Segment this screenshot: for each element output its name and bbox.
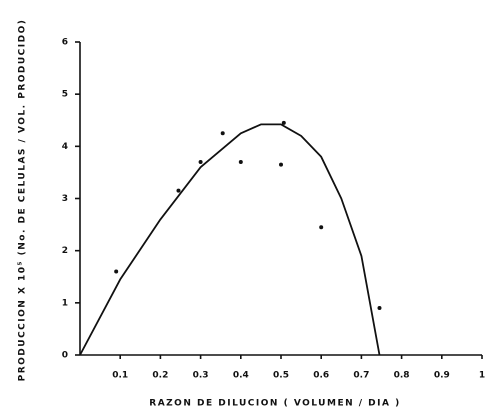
- data-point: [238, 159, 243, 164]
- x-tick-label: 0.1: [112, 371, 128, 381]
- data-point: [377, 306, 382, 311]
- y-axis-label: PRODUCCION X 10⁵ (No. DE CELULAS / VOL. …: [18, 19, 28, 382]
- data-point: [281, 120, 286, 125]
- y-tick-label: 0: [62, 351, 68, 361]
- data-point: [114, 269, 119, 274]
- x-tick-label: 0.6: [313, 371, 329, 381]
- x-tick-label: 0.3: [193, 371, 209, 381]
- fit-curve: [79, 123, 381, 356]
- y-tick-label: 5: [62, 90, 68, 100]
- data-point: [279, 162, 283, 167]
- x-tick-label: 1: [479, 371, 485, 381]
- x-tick-label: 0.4: [233, 371, 249, 381]
- data-point: [319, 225, 324, 230]
- y-tick-label: 4: [62, 142, 68, 152]
- data-point: [176, 188, 181, 193]
- x-tick-label: 0.5: [273, 371, 289, 381]
- y-tick-label: 6: [62, 38, 68, 48]
- x-tick-label: 0.7: [353, 371, 369, 381]
- y-tick-label: 1: [62, 298, 68, 308]
- y-tick-label: 3: [62, 194, 68, 204]
- data-point: [198, 159, 203, 164]
- x-tick-label: 0.2: [152, 371, 168, 381]
- y-tick-label: 2: [62, 246, 68, 256]
- data-point: [220, 131, 225, 136]
- x-tick-label: 0.8: [394, 371, 410, 381]
- x-tick-label: 0.9: [434, 371, 450, 381]
- x-axis-label: RAZON DE DILUCION ( VOLUMEN / DIA ): [149, 399, 400, 409]
